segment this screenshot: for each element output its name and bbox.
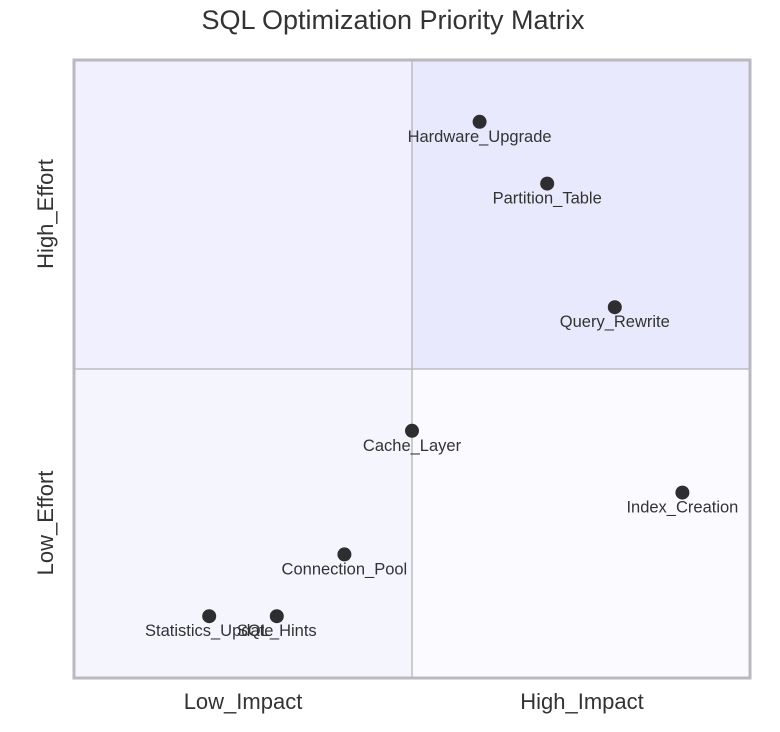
quadrant-dividers (74, 60, 750, 678)
y-low-label: Low_Effort (33, 471, 58, 576)
data-point (337, 547, 352, 562)
x-low-label: Low_Impact (184, 689, 303, 714)
data-point-labels: Hardware_Upgrade Partition_Table Query_Rew… (145, 128, 738, 640)
data-point (540, 176, 555, 191)
data-point-label: Partition_Table (493, 190, 602, 208)
plot-frame (72, 58, 752, 680)
quadrant-bottom-left (74, 369, 412, 678)
data-point-label: Hardware_Upgrade (408, 128, 552, 146)
data-point (607, 300, 622, 315)
quadrant-top-right (412, 60, 750, 369)
x-high-label: High_Impact (520, 689, 644, 714)
data-point (472, 114, 487, 129)
y-high-label: High_Effort (33, 159, 58, 269)
data-point (269, 609, 284, 624)
data-point-label: Connection_Pool (282, 560, 408, 578)
data-point-label: Cache_Layer (363, 437, 462, 455)
quadrant-top-left (74, 60, 412, 369)
quadrant-backgrounds (74, 60, 750, 678)
data-point (202, 609, 217, 624)
data-point-label: SQL_Hints (237, 622, 317, 640)
chart-title: SQL Optimization Priority Matrix (201, 5, 585, 35)
data-point-label: Statistics_Update (145, 622, 273, 640)
data-point-label: Index_Creation (626, 499, 738, 517)
data-point-label: Query_Rewrite (560, 313, 670, 331)
quadrant-bottom-right (412, 369, 750, 678)
data-point (675, 485, 690, 500)
data-points (202, 114, 690, 624)
data-point (405, 423, 419, 438)
